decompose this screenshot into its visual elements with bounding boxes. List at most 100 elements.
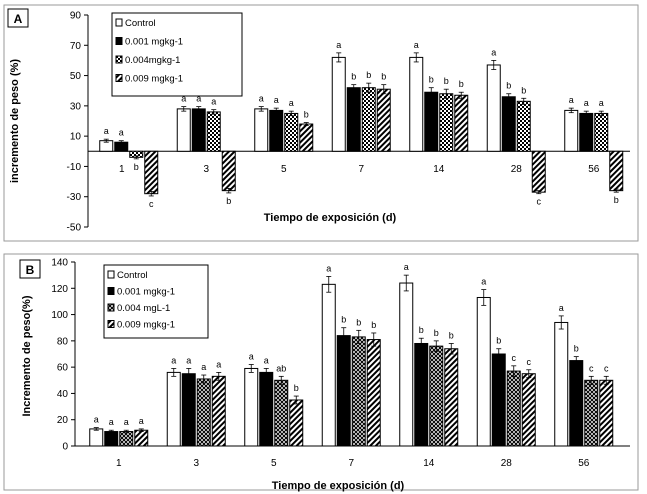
panel-a-legend-swatch bbox=[115, 37, 123, 45]
panel-b-bar bbox=[289, 399, 304, 447]
panel-a-bar bbox=[516, 100, 531, 152]
panel-b-x-tick-label: 14 bbox=[423, 458, 435, 469]
panel-b-significance-label: c bbox=[604, 363, 609, 373]
panel-a-legend-label: 0.009 mgkg-1 bbox=[125, 74, 183, 85]
panel-b-significance-label: b bbox=[371, 320, 376, 330]
panel-a-bar bbox=[254, 108, 269, 152]
panel-a-significance-label: a bbox=[274, 95, 279, 105]
panel-a-bar bbox=[564, 109, 579, 152]
panel-b-legend-swatch bbox=[107, 287, 115, 295]
panel-a-bar bbox=[206, 111, 221, 152]
panel-b-label-box bbox=[19, 259, 41, 279]
panel-a-bar bbox=[144, 150, 159, 195]
panel-a-legend-swatch bbox=[115, 74, 123, 82]
panel-b-bar bbox=[244, 367, 259, 447]
panel-a-bar bbox=[299, 123, 314, 152]
panel-a-x-tick-label: 1 bbox=[119, 164, 125, 175]
panel-a-bar bbox=[284, 112, 299, 152]
panel-a-significance-label: b bbox=[226, 196, 231, 206]
panel-b-significance-label: c bbox=[527, 357, 532, 367]
panel-b-bar bbox=[166, 371, 181, 447]
panel-a-bar bbox=[269, 109, 284, 152]
panel-b-y-tick-label: 0 bbox=[62, 442, 68, 453]
panel-b-bar bbox=[414, 342, 429, 447]
panel-a-significance-label: b bbox=[351, 72, 356, 82]
panel-b-significance-label: b bbox=[449, 330, 454, 340]
panel-a-significance-label: b bbox=[134, 162, 139, 172]
panel-b-legend bbox=[103, 264, 209, 339]
panel-a-label: A bbox=[14, 12, 23, 26]
panel-b-bar bbox=[584, 379, 599, 447]
panel-a-bar bbox=[594, 112, 609, 152]
panel-b-plot: 0 20 40 60 80 100 120 140 Incremento de peso(%) T… bbox=[21, 258, 630, 492]
panel-a-bar bbox=[376, 88, 391, 152]
panel-a-bar bbox=[176, 108, 191, 152]
panel-a-significance-label: a bbox=[491, 47, 496, 57]
panel-a-significance-label: b bbox=[444, 76, 449, 86]
panel-a-y-tick-label: -10 bbox=[67, 162, 82, 173]
panel-b-significance-label: a bbox=[124, 417, 129, 427]
panel-b-legend-label: 0.001 mgkg-1 bbox=[117, 287, 175, 298]
panel-a-significance-label: a bbox=[119, 128, 124, 138]
panel-b-x-tick-label: 5 bbox=[271, 458, 277, 469]
panel-b-significance-label: a bbox=[94, 415, 99, 425]
panel-b-y-tick-label: 80 bbox=[57, 336, 69, 347]
panel-a-bar bbox=[501, 96, 516, 152]
panel-a-x-tick-label: 5 bbox=[281, 164, 287, 175]
panel-a-significance-label: b bbox=[304, 110, 309, 120]
panel-b-y-tick-label: 140 bbox=[51, 258, 68, 269]
panel-a-bar bbox=[439, 93, 454, 152]
panel-a-significance-label: c bbox=[537, 197, 542, 207]
panel-b-significance-label: a bbox=[481, 277, 486, 287]
panel-a-bar bbox=[331, 56, 346, 152]
panel-b-significance-label: a bbox=[404, 262, 409, 272]
panel-b-significance-label: c bbox=[512, 353, 517, 363]
panel-b-bar bbox=[476, 296, 491, 447]
panel-b-bar bbox=[351, 336, 366, 447]
panel-a-significance-label: c bbox=[149, 199, 154, 209]
panel-b-x-tick-label: 28 bbox=[501, 458, 513, 469]
panel-a-significance-label: b bbox=[614, 195, 619, 205]
panel-b-significance-label: a bbox=[249, 352, 254, 362]
panel-a-y-tick-label: -50 bbox=[67, 223, 82, 234]
panel-b-significance-label: a bbox=[171, 355, 176, 365]
panel-b-x-tick-label: 1 bbox=[116, 458, 122, 469]
panel-a-bar bbox=[409, 56, 424, 152]
panel-b-significance-label: ab bbox=[276, 363, 286, 373]
panel-a-legend bbox=[111, 12, 243, 97]
panel-b-significance-label: b bbox=[574, 344, 579, 354]
panel-a-significance-label: a bbox=[289, 98, 294, 108]
panel-b-x-tick-label: 3 bbox=[193, 458, 199, 469]
panel-a-significance-label: a bbox=[584, 98, 589, 108]
panel-a-legend-label: 0.004mgkg-1 bbox=[125, 55, 180, 66]
panel-a-bar bbox=[191, 108, 206, 152]
panel-b-significance-label: b bbox=[294, 383, 299, 393]
panel-b-bar bbox=[336, 335, 351, 447]
panel-b-significance-label: a bbox=[326, 263, 331, 273]
panel-b-significance-label: b bbox=[496, 336, 501, 346]
panel-b-bar bbox=[444, 348, 459, 447]
panel-a-significance-label: a bbox=[211, 97, 216, 107]
panel-b-bar bbox=[429, 345, 444, 447]
panel-b-legend-swatch bbox=[107, 320, 115, 328]
panel-b-x-axis-title: Tiempo de exposición (d) bbox=[272, 480, 405, 492]
panel-a-x-tick-label: 28 bbox=[511, 164, 523, 175]
panel-a-y-tick-label: 10 bbox=[70, 132, 82, 143]
panel-b: B 0 20 40 60 80 100 120 140 Incremento de peso(%… bbox=[3, 253, 639, 492]
panel-b-x-tick-label: 56 bbox=[578, 458, 590, 469]
panel-a-bar bbox=[579, 112, 594, 152]
panel-b-legend-swatch bbox=[107, 303, 115, 312]
panel-b-bar bbox=[181, 373, 196, 447]
panel-a-bar bbox=[531, 150, 546, 193]
panel-a-x-axis-title: Tiempo de exposición (d) bbox=[264, 212, 397, 224]
panel-b-significance-label: b bbox=[356, 317, 361, 327]
panel-b-legend-label: Control bbox=[117, 270, 148, 281]
panel-a-significance-label: a bbox=[599, 98, 604, 108]
panel-b-significance-label: a bbox=[186, 355, 191, 365]
panel-a-bar bbox=[221, 150, 236, 192]
panel-a-legend-swatch bbox=[115, 18, 123, 27]
panel-a-significance-label: b bbox=[429, 75, 434, 85]
panel-b-bar bbox=[119, 431, 134, 447]
panel-a-significance-label: a bbox=[196, 94, 201, 104]
panel-b-significance-label: b bbox=[341, 315, 346, 325]
